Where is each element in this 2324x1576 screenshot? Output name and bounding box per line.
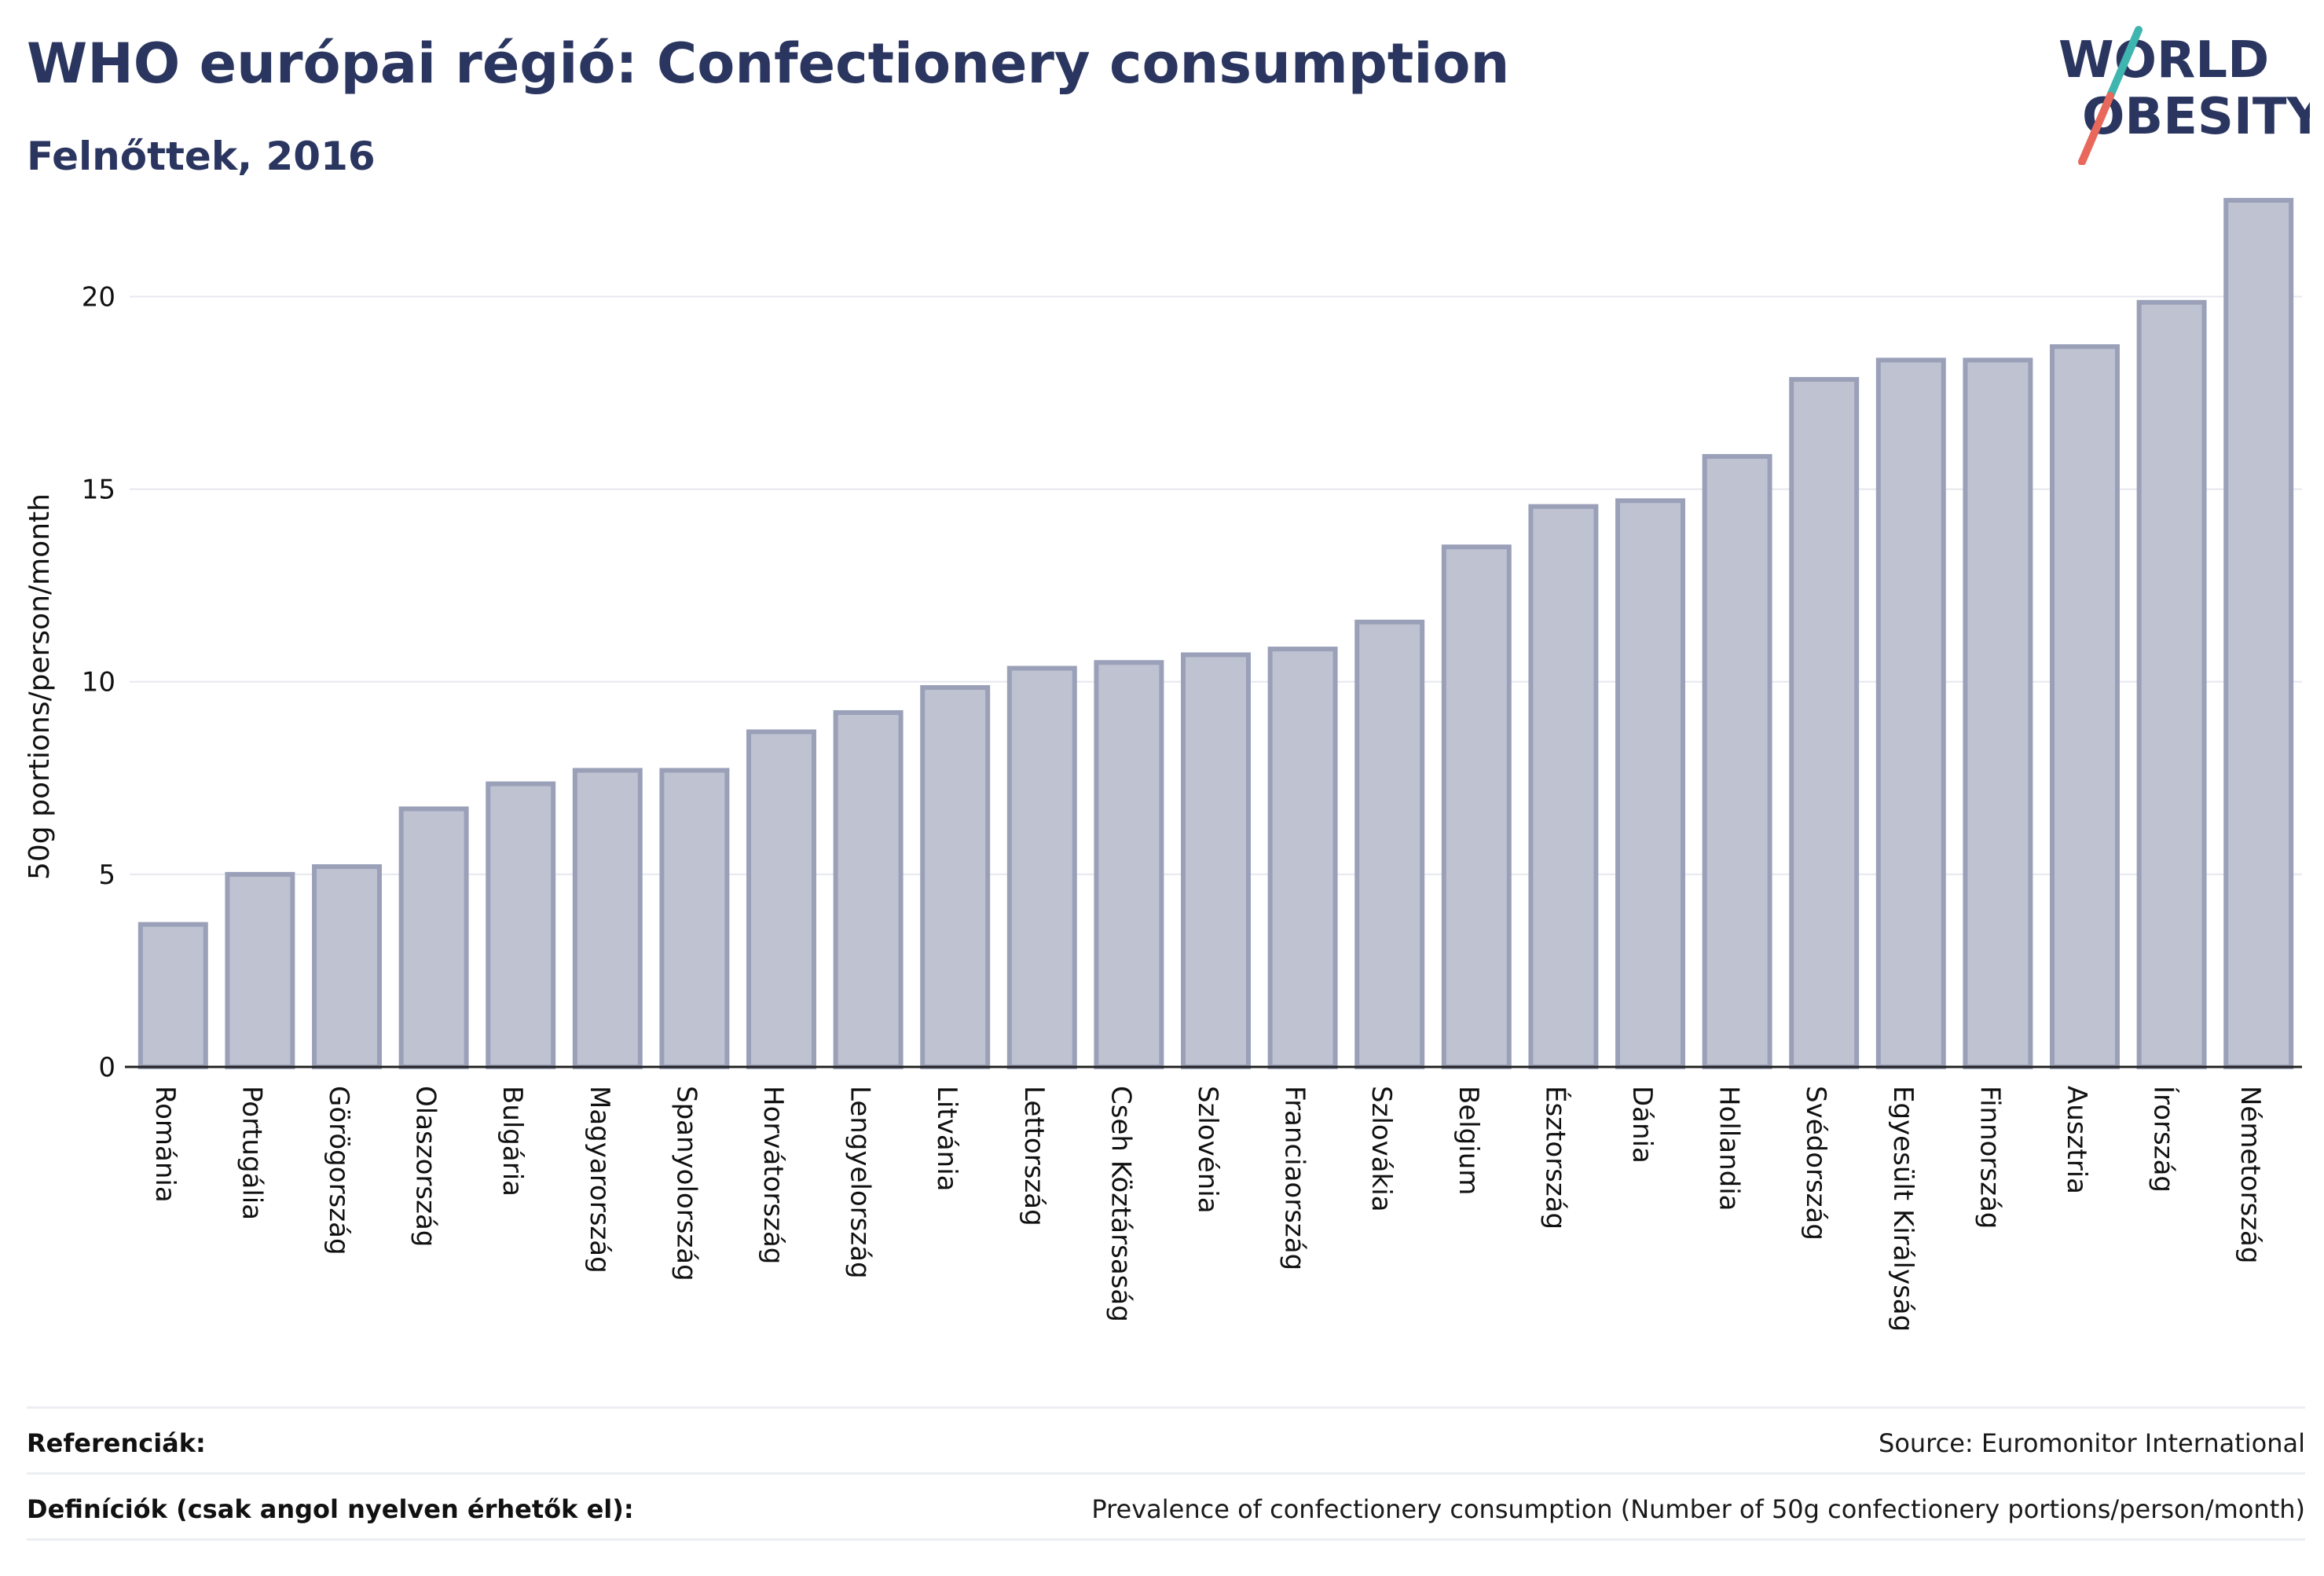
- x-tick-label: Olaszország: [410, 1086, 442, 1247]
- x-tick-label: Bulgária: [497, 1086, 528, 1197]
- bar: [2136, 299, 2207, 1069]
- bar: [1094, 660, 1164, 1069]
- bar: [1354, 619, 1425, 1069]
- x-tick-label: Cseh Köztársaság: [1105, 1086, 1136, 1322]
- x-tick-label: Lengyelország: [845, 1086, 876, 1279]
- y-tick-label: 10: [82, 667, 115, 698]
- bar: [137, 922, 208, 1070]
- references-label: Referenciák:: [27, 1428, 206, 1458]
- bar: [1789, 376, 1860, 1069]
- x-tick-label: Franciaország: [1279, 1086, 1310, 1270]
- bar: [572, 768, 643, 1070]
- bar: [746, 729, 816, 1070]
- y-tick-label: 0: [98, 1052, 115, 1083]
- y-axis-ticks: 0 5 10 15 20: [82, 281, 115, 1083]
- x-tick-label: Litvánia: [931, 1086, 962, 1192]
- x-tick-label: Görögország: [323, 1086, 354, 1255]
- footer-definitions-row: Definíciók (csak angol nyelven érhetők e…: [27, 1490, 2305, 1529]
- x-tick-label: Észtország: [1539, 1086, 1571, 1230]
- x-tick-label: Svédország: [1800, 1086, 1831, 1241]
- y-tick-label: 5: [98, 859, 115, 891]
- chart-subtitle: Felnőttek, 2016: [27, 134, 376, 179]
- x-tick-label: Belgium: [1453, 1086, 1484, 1195]
- bar: [1702, 453, 1772, 1069]
- chart-title: WHO európai régió: Confectionery consump…: [27, 31, 1510, 96]
- logo-slash-bottom: [2078, 92, 2114, 165]
- x-tick-label: Szlovénia: [1192, 1086, 1223, 1214]
- x-tick-label: Finnország: [1974, 1086, 2005, 1229]
- bar: [2050, 344, 2120, 1069]
- bar: [1441, 544, 1512, 1069]
- x-tick-label: Szlovákia: [1365, 1086, 1397, 1212]
- bars: [137, 197, 2294, 1070]
- bar: [398, 806, 469, 1069]
- logo-slash-top: [2106, 26, 2143, 100]
- x-tick-label: Magyarország: [584, 1086, 615, 1274]
- bar: [2223, 197, 2294, 1069]
- definitions-value: Prevalence of confectionery consumption …: [1091, 1494, 2305, 1524]
- bar: [659, 768, 730, 1070]
- footer-references-row: Referenciák: Source: Euromonitor Interna…: [27, 1424, 2305, 1463]
- x-tick-label: Egyesült Királyság: [1887, 1086, 1919, 1332]
- bar: [1615, 498, 1685, 1069]
- footer-divider-bottom: [27, 1538, 2305, 1541]
- bar: [1875, 357, 1946, 1069]
- y-axis-label: 50g portions/person/month: [24, 493, 56, 880]
- x-tick-label: Ausztria: [2061, 1086, 2092, 1194]
- x-tick-label: Portugália: [236, 1086, 267, 1220]
- bar: [1267, 647, 1338, 1069]
- bar: [486, 781, 556, 1069]
- y-tick-label: 15: [82, 475, 115, 506]
- x-tick-label: Spanyolország: [670, 1086, 702, 1281]
- x-tick-label: Lettország: [1018, 1086, 1050, 1226]
- x-tick-label: Románia: [149, 1086, 181, 1203]
- y-tick-label: 20: [82, 281, 115, 313]
- footer-divider-middle: [27, 1472, 2305, 1475]
- logo-text-world: WORLD: [2058, 31, 2269, 90]
- bar-chart: 0 5 10 15 20 Románia Portugália Görögország Ola…: [24, 197, 2302, 1332]
- bar: [1963, 357, 2033, 1069]
- x-tick-label: Horvátország: [757, 1086, 789, 1264]
- bar: [1528, 504, 1599, 1069]
- world-obesity-logo: WORLD OBESITY: [2058, 26, 2310, 165]
- bar: [1181, 652, 1251, 1069]
- references-value: Source: Euromonitor International: [1879, 1428, 2305, 1458]
- x-tick-label: Dánia: [1626, 1086, 1658, 1164]
- bar: [312, 864, 382, 1069]
- bar: [1006, 665, 1077, 1069]
- definitions-label: Definíciók (csak angol nyelven érhetők e…: [27, 1494, 634, 1524]
- x-axis-labels: Románia Portugália Görögország Olaszország B…: [149, 1086, 2266, 1332]
- x-tick-label: Írország: [2148, 1086, 2180, 1193]
- x-tick-label: Németország: [2234, 1086, 2266, 1263]
- footer-divider-top: [27, 1406, 2305, 1409]
- x-tick-label: Hollandia: [1714, 1086, 1745, 1211]
- bar: [833, 709, 904, 1069]
- bar: [920, 685, 991, 1069]
- bar: [225, 871, 295, 1070]
- logo-text-obesity: OBESITY: [2082, 88, 2310, 146]
